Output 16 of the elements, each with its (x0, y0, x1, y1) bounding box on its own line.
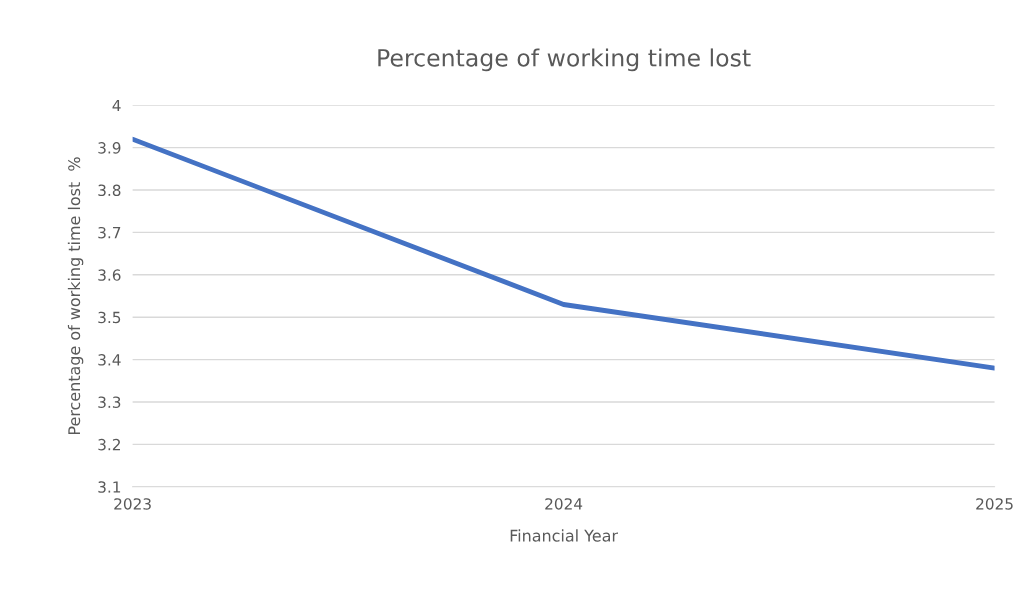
x-tick-label: 2025 (976, 498, 1013, 510)
y-tick-label: 3.2 (98, 438, 120, 451)
y-tick-label: 4 (112, 99, 121, 112)
y-tick-label: 3.8 (98, 184, 121, 197)
y-tick-label: 3.6 (98, 269, 121, 281)
x-tick-label: 2023 (114, 498, 151, 510)
y-tick-label: 3.7 (98, 226, 121, 239)
y-tick-label: 3.5 (98, 311, 121, 324)
y-tick-label: 3.3 (98, 396, 121, 409)
x-tick-label: 2024 (545, 498, 583, 510)
y-axis-title: Percentage of working time lost % (67, 157, 84, 434)
x-axis-title: Financial Year (510, 529, 619, 542)
y-tick-label: 3.9 (98, 142, 121, 154)
chart-title: Percentage of working time lost (378, 48, 751, 72)
y-tick-label: 3.4 (98, 354, 121, 366)
y-tick-label: 3.1 (98, 481, 121, 493)
